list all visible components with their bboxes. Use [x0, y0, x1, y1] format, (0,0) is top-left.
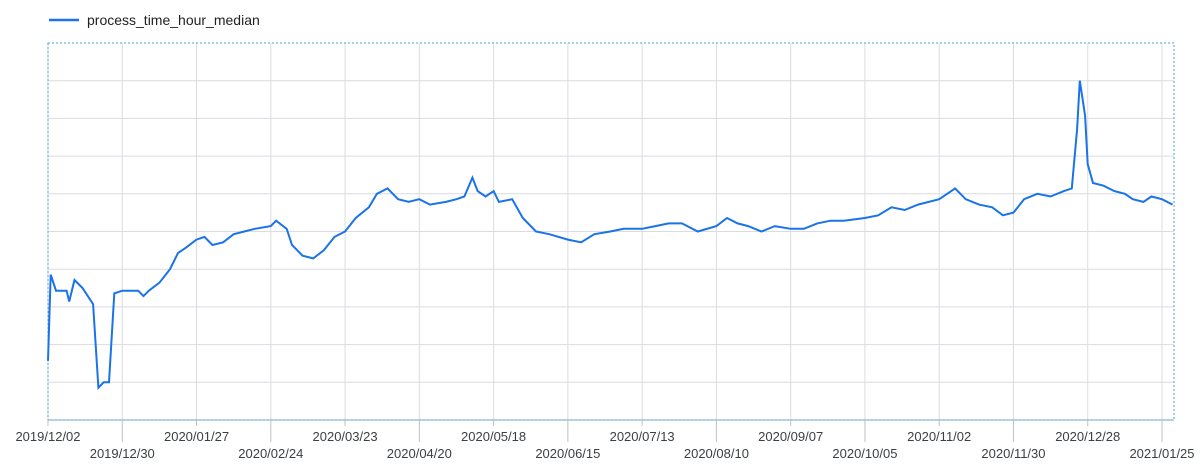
x-tick-label: 2020/11/02: [907, 429, 971, 444]
x-tick-label: 2020/11/30: [981, 446, 1045, 461]
legend: process_time_hour_median: [49, 12, 260, 28]
x-tick-label: 2020/03/23: [313, 429, 378, 444]
x-tick-label: 2020/09/07: [758, 429, 823, 444]
plot-area-border: [47, 42, 1175, 421]
x-tick-label: 2020/07/13: [610, 429, 675, 444]
x-axis: 2019/12/02 2019/12/30 2020/01/27 2020/02/24…: [15, 420, 1195, 461]
x-tick-label: 2019/12/02: [15, 429, 80, 444]
series-line: [47, 80, 1174, 390]
x-tick-label: 2020/12/28: [1055, 429, 1120, 444]
legend-label: process_time_hour_median: [87, 12, 260, 28]
x-tick-label: 2020/08/10: [684, 446, 749, 461]
x-tick-label: 2020/06/15: [535, 446, 600, 461]
x-tick-label: 2020/04/20: [387, 446, 452, 461]
x-tick-label: 2021/01/25: [1129, 446, 1194, 461]
x-tick-label: 2020/02/24: [238, 446, 303, 461]
x-tick-label: 2019/12/30: [90, 446, 155, 461]
x-tick-label: 2020/05/18: [461, 429, 526, 444]
x-tick-label: 2020/01/27: [164, 429, 229, 444]
x-tick-label: 2020/10/05: [832, 446, 897, 461]
